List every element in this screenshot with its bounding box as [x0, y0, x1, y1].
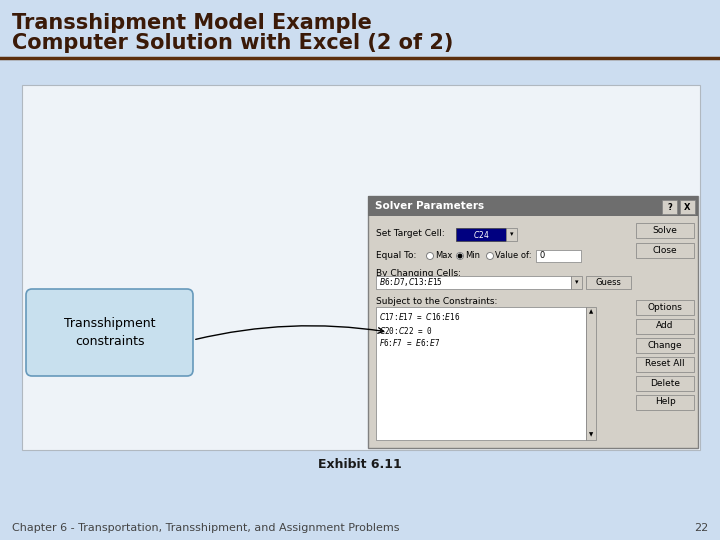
- Text: ▲: ▲: [589, 309, 593, 314]
- Text: $C$20:$C$22 = 0: $C$20:$C$22 = 0: [379, 325, 433, 335]
- FancyBboxPatch shape: [636, 319, 694, 334]
- Text: ?: ?: [667, 202, 672, 212]
- Text: Solver Parameters: Solver Parameters: [375, 201, 484, 211]
- FancyBboxPatch shape: [586, 307, 596, 440]
- FancyBboxPatch shape: [636, 356, 694, 372]
- Text: Min: Min: [465, 252, 480, 260]
- Circle shape: [456, 253, 464, 260]
- Text: Delete: Delete: [650, 379, 680, 388]
- FancyBboxPatch shape: [636, 338, 694, 353]
- Text: $B$6:$D$7,$C$13:$E$15: $B$6:$D$7,$C$13:$E$15: [379, 276, 443, 288]
- FancyBboxPatch shape: [636, 375, 694, 390]
- FancyBboxPatch shape: [636, 243, 694, 258]
- FancyBboxPatch shape: [571, 276, 582, 289]
- Circle shape: [426, 253, 433, 260]
- Text: Set Target Cell:: Set Target Cell:: [376, 230, 445, 239]
- Text: $C$17:$E$17 = $C$16:$E$16: $C$17:$E$17 = $C$16:$E$16: [379, 312, 461, 322]
- Text: 22: 22: [694, 523, 708, 533]
- Text: Value of:: Value of:: [495, 252, 531, 260]
- FancyBboxPatch shape: [506, 228, 517, 241]
- Circle shape: [487, 253, 493, 260]
- Circle shape: [458, 254, 462, 258]
- Text: Transshipment Model Example: Transshipment Model Example: [12, 13, 372, 33]
- FancyBboxPatch shape: [26, 289, 193, 376]
- FancyBboxPatch shape: [376, 307, 586, 440]
- FancyBboxPatch shape: [662, 200, 677, 214]
- Text: ▾: ▾: [575, 280, 578, 286]
- Text: Close: Close: [653, 246, 678, 255]
- Text: Help: Help: [654, 397, 675, 407]
- FancyBboxPatch shape: [586, 276, 631, 289]
- Text: Subject to the Constraints:: Subject to the Constraints:: [376, 296, 498, 306]
- Text: Options: Options: [647, 302, 683, 312]
- Text: Chapter 6 - Transportation, Transshipment, and Assignment Problems: Chapter 6 - Transportation, Transshipmen…: [12, 523, 400, 533]
- Text: Reset All: Reset All: [645, 360, 685, 368]
- FancyBboxPatch shape: [636, 395, 694, 409]
- Text: Change: Change: [648, 341, 683, 349]
- FancyBboxPatch shape: [536, 250, 581, 262]
- Text: Solve: Solve: [652, 226, 678, 235]
- FancyBboxPatch shape: [636, 300, 694, 314]
- FancyBboxPatch shape: [368, 196, 698, 216]
- Text: 0: 0: [539, 252, 544, 260]
- Text: $F$6:$F$7 = $E$6:$E$7: $F$6:$F$7 = $E$6:$E$7: [379, 338, 440, 348]
- Text: Equal To:: Equal To:: [376, 252, 416, 260]
- FancyBboxPatch shape: [22, 85, 700, 450]
- FancyBboxPatch shape: [680, 200, 695, 214]
- Text: Max: Max: [435, 252, 452, 260]
- Text: Transshipment
constraints: Transshipment constraints: [64, 317, 156, 348]
- Text: By Changing Cells:: By Changing Cells:: [376, 269, 461, 279]
- FancyBboxPatch shape: [636, 223, 694, 238]
- Text: Add: Add: [656, 321, 674, 330]
- Text: ▼: ▼: [589, 433, 593, 437]
- Text: Guess: Guess: [595, 278, 621, 287]
- Text: Exhibit 6.11: Exhibit 6.11: [318, 457, 402, 470]
- FancyBboxPatch shape: [376, 276, 571, 289]
- FancyBboxPatch shape: [456, 228, 506, 241]
- Text: Computer Solution with Excel (2 of 2): Computer Solution with Excel (2 of 2): [12, 33, 454, 53]
- Text: X: X: [684, 202, 690, 212]
- Text: ▾: ▾: [510, 231, 513, 237]
- Text: $C$24: $C$24: [473, 228, 490, 240]
- FancyBboxPatch shape: [368, 196, 698, 448]
